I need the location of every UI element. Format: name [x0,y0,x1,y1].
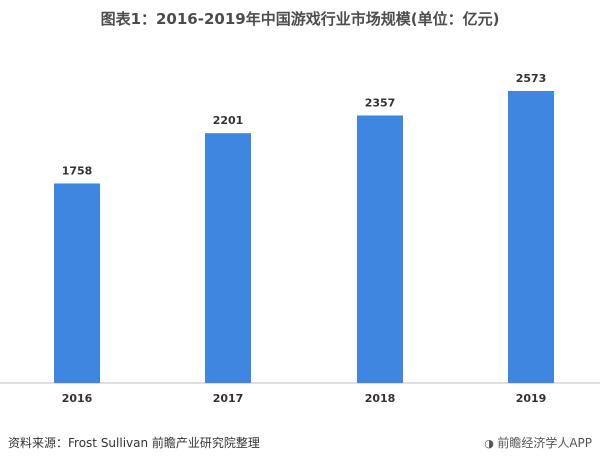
bar-chart: 1758 2016 2201 2017 2357 2018 2573 2019 [0,72,600,405]
data-label-2019: 2573 [516,72,547,85]
brand-label: ◑ 前瞻经济学人APP [484,434,592,451]
data-label-2018: 2357 [365,96,396,109]
bar-2016 [54,183,100,383]
bar-2017 [205,133,251,383]
data-label-2017: 2201 [213,114,244,127]
brand-text: 前瞻经济学人APP [497,436,592,450]
bar-2019 [508,90,554,383]
x-tick-label-2019: 2019 [516,392,547,405]
source-note: 资料来源：Frost Sullivan 前瞻产业研究院整理 [8,436,260,450]
x-tick-label-2017: 2017 [213,392,244,405]
x-tick-label-2018: 2018 [365,392,396,405]
data-label-2016: 1758 [62,164,93,177]
chart-title: 图表1：2016-2019年中国游戏行业市场规模(单位：亿元) [100,10,500,28]
x-tick-label-2016: 2016 [62,392,93,405]
brand-logo-icon: ◑ [484,437,498,450]
bar-2018 [357,115,403,383]
